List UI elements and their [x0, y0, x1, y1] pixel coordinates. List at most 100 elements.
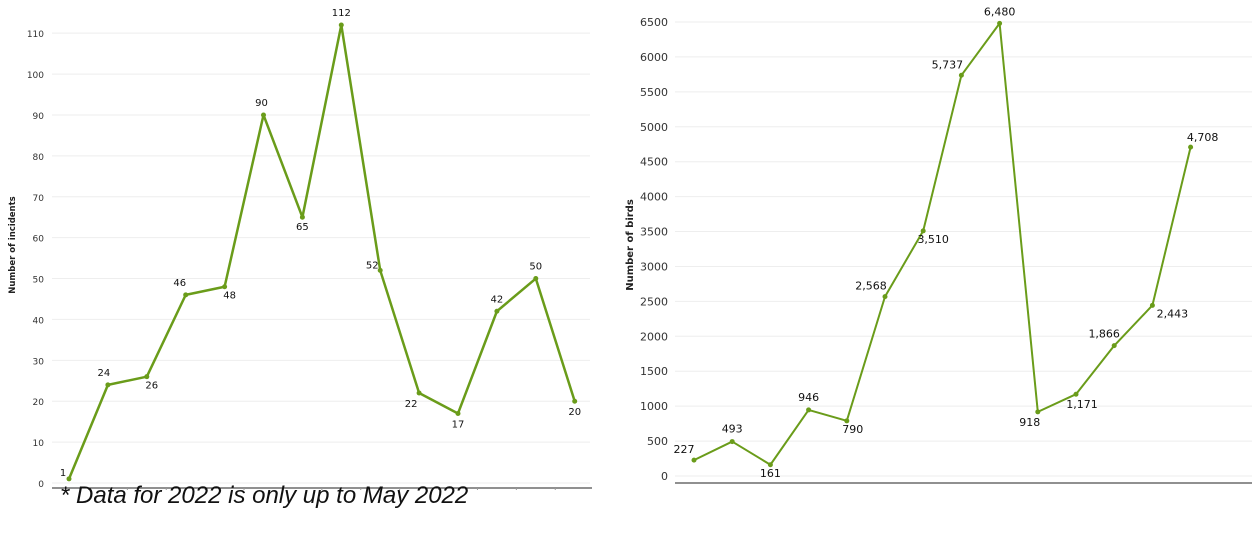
data-point [691, 457, 697, 463]
data-point [144, 374, 150, 380]
data-point [261, 112, 266, 118]
data-label: 227 [674, 443, 695, 456]
data-label: 50 [529, 262, 542, 273]
x-tick-label: 2018 [1024, 488, 1052, 490]
data-point [455, 410, 461, 416]
x-tick-label: 2020 [1100, 488, 1128, 490]
y-tick-label: 2000 [640, 330, 668, 343]
y-axis-title: Number of birds [625, 199, 636, 291]
data-point [1035, 409, 1041, 415]
data-point [105, 382, 111, 388]
y-tick-label: 0 [38, 480, 44, 490]
data-point [338, 22, 344, 28]
data-label: 48 [223, 291, 236, 302]
footnote: * Data for 2022 is only up to May 2022 [60, 482, 469, 509]
data-point [958, 72, 964, 78]
y-tick-label: 1500 [640, 365, 668, 378]
data-point [844, 418, 850, 424]
data-point [997, 20, 1003, 26]
y-tick-label: 10 [33, 439, 45, 449]
y-tick-label: 80 [33, 153, 45, 163]
y-tick-label: 6500 [640, 16, 668, 29]
data-point [377, 267, 383, 273]
data-label: 90 [255, 98, 268, 109]
y-tick-label: 40 [33, 316, 45, 326]
y-tick-label: 500 [647, 435, 668, 448]
data-point [494, 308, 500, 314]
y-tick-label: 2500 [640, 295, 668, 308]
x-tick-label: 2015 [909, 488, 937, 490]
data-label: 20 [568, 407, 581, 418]
data-point [66, 476, 72, 482]
x-tick-label: 2010 [718, 488, 746, 490]
birds-line-chart: 0 500 1000 1500 2000 2500 3000 3500 4000 4500 5000… [625, 5, 1252, 490]
y-tick-label: 5000 [640, 121, 668, 134]
data-label: 112 [332, 8, 351, 19]
data-label: 3,510 [917, 233, 949, 246]
data-label: 65 [296, 222, 309, 233]
series-line [67, 23, 576, 480]
x-tick-label: 2019 [1062, 488, 1090, 490]
data-label: 790 [842, 423, 863, 436]
data-point [920, 228, 926, 234]
y-tick-label: 3500 [640, 226, 668, 239]
y-tick-label: 70 [33, 194, 45, 204]
data-point [1111, 343, 1117, 349]
data-point [416, 390, 422, 396]
y-tick-label: 3000 [640, 260, 668, 273]
data-point [767, 462, 773, 468]
data-point [1188, 144, 1194, 150]
data-label: 918 [1019, 416, 1040, 429]
data-label: 2,443 [1157, 307, 1189, 320]
data-label: 24 [98, 368, 111, 379]
data-point [533, 276, 539, 282]
data-label: 46 [173, 278, 186, 289]
y-tick-label: 30 [33, 357, 45, 367]
data-point [572, 398, 578, 404]
incidents-line-chart: 0102030405060708090100110200920102011201… [8, 8, 592, 490]
x-tick-label: 2022 [1177, 488, 1205, 490]
y-tick-label: 4500 [640, 156, 668, 169]
data-label: 5,737 [932, 58, 964, 71]
data-label: 17 [452, 419, 465, 430]
y-tick-label: 50 [33, 276, 45, 286]
x-tick-label: 2016 [947, 488, 975, 490]
y-tick-label: 1000 [640, 400, 668, 413]
y-axis-title: Number of incidents [8, 196, 18, 293]
x-tick-label: 2009 [680, 488, 708, 490]
data-label: 2,568 [855, 280, 887, 293]
y-tick-label: 90 [33, 112, 45, 122]
data-label: 4,708 [1187, 131, 1219, 144]
y-tick-label: 6000 [640, 51, 668, 64]
data-point [1149, 302, 1155, 308]
x-tick-label: 2011 [756, 488, 784, 490]
x-tick-label: 2017 [986, 488, 1014, 490]
data-label: 1,171 [1066, 398, 1098, 411]
x-tick-label: 2012 [795, 488, 823, 490]
data-point [1073, 391, 1079, 397]
data-label: 22 [405, 399, 418, 410]
y-tick-label: 0 [661, 470, 668, 483]
x-tick-label: 2013 [833, 488, 861, 490]
x-tick-label: 2014 [871, 488, 899, 490]
y-tick-label: 100 [27, 71, 44, 81]
data-label: 26 [145, 381, 158, 392]
data-point [299, 214, 305, 220]
data-label: 1,866 [1088, 328, 1120, 341]
data-point [183, 292, 189, 298]
data-label: 946 [798, 391, 819, 404]
data-label: 42 [491, 294, 504, 305]
y-tick-label: 60 [33, 235, 45, 245]
data-point [222, 284, 228, 290]
data-label: 493 [722, 423, 743, 436]
data-point [882, 294, 888, 300]
data-point [806, 407, 812, 413]
data-label: 1 [60, 468, 66, 479]
y-tick-label: 20 [33, 398, 45, 408]
y-tick-label: 110 [27, 30, 44, 40]
data-label: 52 [366, 260, 379, 271]
series-line [693, 22, 1192, 466]
data-label: 161 [760, 467, 781, 480]
data-point [729, 439, 735, 445]
y-tick-label: 4000 [640, 191, 668, 204]
